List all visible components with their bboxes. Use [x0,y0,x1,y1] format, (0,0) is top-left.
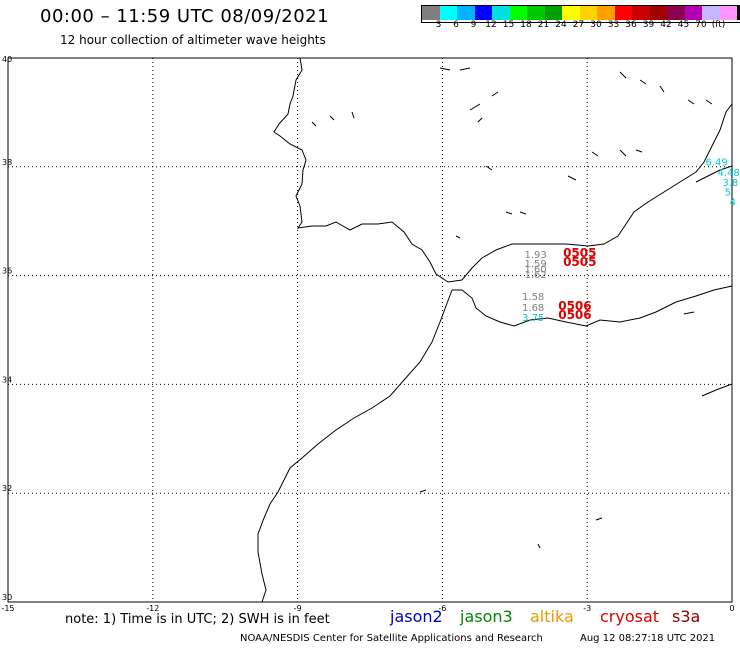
legend-label: 45 [677,20,690,30]
map-title: 00:00 – 11:59 UTC 08/09/2021 [40,6,330,27]
legend-label: 12 [485,20,497,30]
legend-swatch [509,6,527,20]
legend-label: 15 [502,20,515,30]
lon-tick-label: -6 [438,604,446,613]
legend-swatch [457,6,475,20]
legend-label: 30 [590,20,602,30]
wave-height-label: 3.8 [722,178,738,189]
credit-text: NOAA/NESDIS Center for Satellite Applica… [240,633,543,644]
legend-label: 39 [642,20,655,30]
legend-swatch [614,6,632,20]
legend-swatch [737,6,740,20]
legend-label: 24 [555,20,567,30]
lat-tick-label: 30 [2,593,12,602]
wave-height-label: 1.60 [524,264,546,275]
legend-label: 3 [435,20,442,30]
legend-swatch [422,6,440,20]
wave-height-label: 1.68 [522,303,544,314]
legend-swatch [702,6,720,20]
footnote: note: 1) Time is in UTC; 2) SWH is in fe… [65,612,330,627]
lon-tick-label: 0 [729,604,734,613]
wave-height-label: 0505 [563,246,596,260]
color-legend [421,5,740,23]
legend-swatch [667,6,685,20]
axis-ticks: 40 38 36 34 32 30 -15 -12 -9 -6 -3 0 [1,55,734,613]
generated-timestamp: Aug 12 08:27:18 UTC 2021 [580,633,716,644]
lat-tick-label: 38 [2,158,12,167]
legend-swatch [527,6,545,20]
lon-tick-label: -12 [146,604,159,613]
wave-height-label: 1.59 [524,259,546,270]
wave-height-label: 4 [730,197,736,208]
legend-swatch [474,6,492,20]
legend-label: 33 [607,20,620,30]
lon-tick-label: -9 [294,604,302,613]
legend-label: 18 [520,20,532,30]
satellite-cryosat: cryosat [600,607,660,626]
coastline [257,57,733,603]
map-subtitle: 12 hour collection of altimeter wave hei… [60,33,326,47]
legend-label: 42 [660,20,672,30]
satellite-s3a: s3a [672,607,701,626]
wave-height-label: 1.93 [524,250,546,261]
legend-swatch [719,6,737,20]
wave-height-label: 0506 [558,308,591,322]
legend-swatch [492,6,510,20]
wave-height-label: 1.58 [522,292,544,303]
wave-height-label: 4.48 [718,168,740,179]
satellite-jason3: jason3 [460,607,513,626]
legend-swatch [439,6,457,20]
lon-tick-label: -3 [583,604,591,613]
map-frame [7,57,733,603]
grid-lines [8,58,732,602]
legend-label: 27 [572,20,585,30]
legend-labels: 3 6 9 12 15 18 21 24 27 30 33 36 39 42 45 70 (ft) [421,20,740,34]
legend-swatch [684,6,702,20]
legend-label: 6 [453,20,459,30]
wave-height-label: 0505 [563,255,596,269]
satellite-jason2: jason2 [390,607,443,626]
lat-tick-label: 32 [2,484,12,493]
legend-swatch [649,6,667,20]
lon-tick-label: -15 [1,604,14,613]
wave-height-label: 1.62 [524,270,546,281]
legend-label: 36 [625,20,637,30]
legend-label: 21 [537,20,550,30]
lat-tick-label: 34 [2,375,12,384]
wave-height-label: 0506 [558,299,591,313]
legend-swatch [562,6,580,20]
wave-height-label: 5. [725,188,735,199]
lat-tick-label: 40 [2,55,12,64]
legend-swatch [544,6,562,20]
wave-height-label: 3.75 [522,313,544,324]
wave-height-label: 6.49 [705,158,727,169]
legend-swatch [632,6,650,20]
legend-label: (ft) [711,20,726,30]
legend-label: 9 [470,20,477,30]
legend-swatch [597,6,615,20]
lat-tick-label: 36 [2,267,12,276]
satellite-altika: altika [530,607,574,626]
legend-label: 70 [695,20,707,30]
legend-swatch [579,6,597,20]
